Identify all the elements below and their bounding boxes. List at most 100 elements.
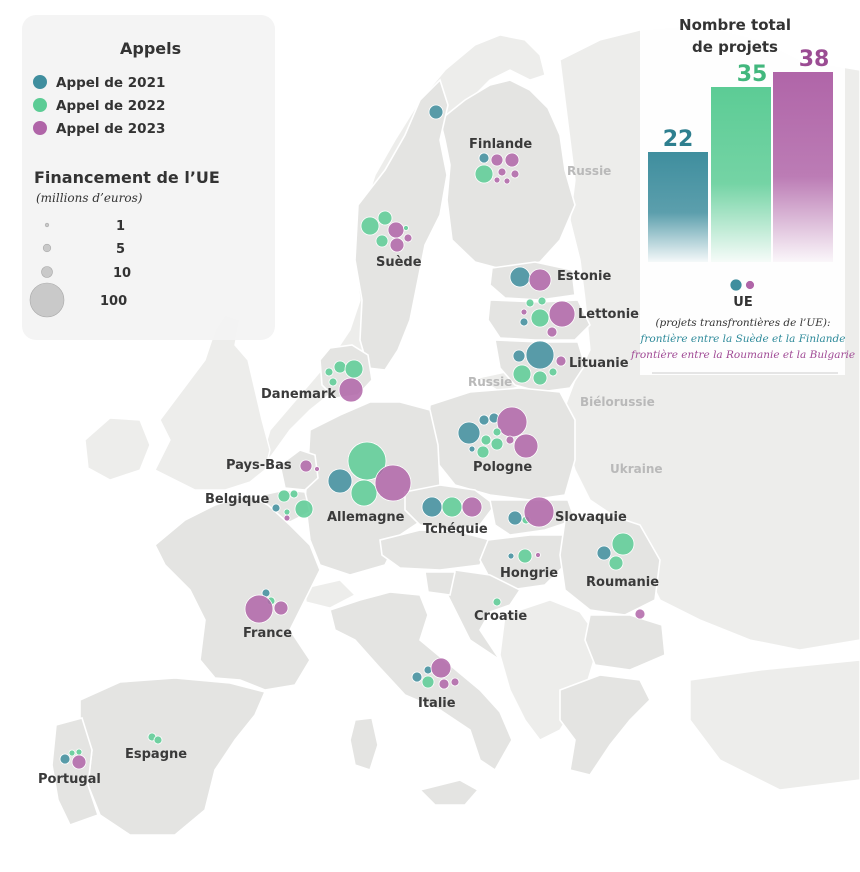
legend-label-2021: Appel de 2021 — [56, 75, 165, 91]
ue-dot-2021 — [729, 278, 743, 292]
bubble-pologne — [476, 445, 490, 459]
label-france: France — [243, 626, 292, 641]
bubble-lituanie — [548, 367, 558, 377]
bubble-finlande — [504, 152, 520, 168]
bubble-roumanie — [596, 545, 612, 561]
ue-label: UE — [733, 295, 752, 310]
bubble-lituanie — [532, 370, 548, 386]
land-croatie — [444, 569, 522, 661]
legend-dot-2021 — [33, 75, 47, 89]
bubble-pologne — [480, 434, 492, 446]
label-slovaquie: Slovaquie — [555, 510, 627, 525]
bubble-slovaquie — [507, 510, 523, 526]
label-russie-kaliningrad: Russie — [468, 375, 512, 389]
land-sicile — [418, 779, 480, 806]
legend-funding-subtitle: (millions d’euros) — [36, 191, 143, 205]
size-label-5: 5 — [116, 242, 125, 257]
bubble-tcheque — [461, 496, 483, 518]
label-lettonie: Lettonie — [578, 307, 639, 322]
land-france — [154, 494, 321, 691]
label-russie-north: Russie — [567, 164, 611, 178]
label-italie: Italie — [418, 696, 456, 711]
bubble-suede — [387, 221, 405, 239]
bubble-allemagne — [327, 468, 353, 494]
bubble-suede — [403, 233, 413, 243]
bubble-lituanie — [525, 340, 555, 370]
label-hongrie: Hongrie — [500, 566, 558, 581]
land-italie — [329, 591, 513, 772]
bubble-estonie — [509, 266, 531, 288]
bubble-pays-bas — [299, 459, 313, 473]
land-grece — [559, 674, 651, 776]
bubble-lettonie — [546, 326, 558, 338]
label-belgique: Belgique — [205, 492, 270, 507]
ue-dot-2023 — [745, 280, 755, 290]
land-pays-bas — [279, 449, 319, 491]
label-croatie: Croatie — [474, 609, 527, 624]
label-espagne: Espagne — [125, 747, 187, 762]
ue-note-sweden-finland: frontière entre la Suède et la Finlande — [640, 333, 846, 345]
bubble-pologne — [457, 421, 481, 445]
bubble-suede — [360, 216, 380, 236]
size-circle-100 — [29, 282, 65, 318]
size-circle-1 — [44, 222, 50, 228]
bubble-portugal — [75, 748, 83, 756]
bubble-hongrie — [507, 552, 515, 560]
bubble-belgique — [271, 503, 281, 513]
bubble-belgique — [283, 514, 291, 522]
land-finlande — [439, 79, 576, 271]
bubble-lituanie — [512, 364, 532, 384]
legend-panel: Appels Appel de 2021 Appel de 2022 Appel… — [22, 15, 275, 340]
label-roumanie: Roumanie — [586, 575, 659, 590]
bar-2023 — [773, 72, 833, 262]
bars-title-line1: Nombre total — [679, 16, 791, 34]
bubble-lettonie — [520, 308, 528, 316]
bubble-finlande — [497, 167, 507, 177]
bubble-pays-bas — [314, 466, 320, 472]
bubble-portugal — [59, 753, 71, 765]
land-ireland — [84, 417, 151, 481]
ue-note: (projets transfrontières de l’UE): — [655, 317, 830, 329]
bubble-danemark — [324, 367, 334, 377]
bubble-ue-se-fi — [428, 104, 444, 120]
bubble-italie — [421, 675, 435, 689]
label-bielorussie: Biélorussie — [580, 395, 655, 409]
bubble-italie — [411, 671, 423, 683]
bubble-roumanie — [608, 555, 624, 571]
label-allemagne: Allemagne — [327, 510, 405, 525]
bubble-suede — [377, 210, 393, 226]
bubble-finlande — [510, 169, 520, 179]
label-pays-bas: Pays-Bas — [226, 458, 292, 473]
bubble-italie — [430, 657, 452, 679]
size-circle-5 — [42, 243, 52, 253]
bubble-danemark — [338, 377, 364, 403]
bubble-tcheque — [421, 496, 443, 518]
legend-dot-2023 — [33, 121, 47, 135]
bubble-finlande — [503, 177, 511, 185]
label-pologne: Pologne — [473, 460, 532, 475]
size-circle-10 — [41, 266, 53, 278]
bubble-belgique — [289, 489, 299, 499]
land-turkey — [689, 659, 860, 791]
bubble-finlande — [490, 153, 504, 167]
bubble-belgique — [283, 508, 291, 516]
land-sardaigne — [349, 717, 379, 772]
label-finlande: Finlande — [469, 137, 532, 152]
bubble-lettonie — [519, 317, 529, 327]
land-autriche — [379, 529, 492, 571]
bubble-lettonie — [530, 308, 550, 328]
bubble-pologne — [496, 406, 528, 438]
label-suede: Suède — [376, 255, 422, 270]
bubble-hongrie — [517, 548, 533, 564]
land-uk — [154, 314, 271, 491]
bubble-lituanie — [555, 355, 567, 367]
bubble-finlande — [478, 152, 490, 164]
label-lituanie: Lituanie — [569, 356, 629, 371]
label-danemark: Danemark — [261, 387, 336, 402]
bubble-estonie — [528, 268, 552, 292]
bubble-roumanie — [611, 532, 635, 556]
ue-note-romania-bulgaria: frontière entre la Roumanie et la Bulgar… — [630, 349, 855, 361]
bubble-pologne — [468, 445, 476, 453]
label-estonie: Estonie — [557, 269, 611, 284]
